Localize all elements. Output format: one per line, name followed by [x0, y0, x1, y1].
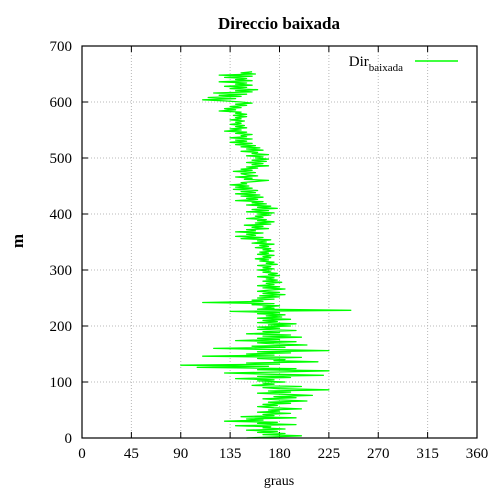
y-tick-label: 300	[50, 263, 73, 279]
legend-label: Dirbaixada	[349, 54, 403, 74]
axis-ticks: 0 45 90 135 180 225 270 315 360 0 100 200 300 400 500 6…	[50, 39, 489, 462]
y-tick-label: 700	[50, 39, 73, 55]
x-tick-label: 0	[78, 446, 86, 462]
x-tick-label: 135	[219, 446, 242, 462]
series-line-0	[180, 71, 352, 439]
grid	[82, 46, 477, 438]
x-axis-label: graus	[264, 474, 294, 489]
y-tick-label: 500	[50, 151, 73, 167]
y-axis-label: m	[8, 234, 27, 248]
chart-title: Direccio baixada	[218, 14, 340, 33]
plot-frame	[81, 45, 478, 439]
x-tick-label: 270	[367, 446, 390, 462]
y-tick-label: 600	[50, 95, 73, 111]
x-tick-label: 225	[318, 446, 341, 462]
legend-series-subscript: baixada	[369, 62, 403, 74]
x-tick-label: 90	[173, 446, 188, 462]
y-tick-label: 100	[50, 375, 73, 391]
y-tick-label: 400	[50, 207, 73, 223]
x-tick-label: 315	[416, 446, 439, 462]
y-tick-label: 0	[65, 431, 73, 447]
x-tick-label: 180	[268, 446, 291, 462]
legend: Dirbaixada	[349, 54, 458, 74]
x-tick-label: 45	[124, 446, 139, 462]
legend-series-name: Dir	[349, 54, 369, 70]
plot-area	[180, 71, 352, 439]
y-tick-label: 200	[50, 319, 73, 335]
x-tick-label: 360	[466, 446, 489, 462]
